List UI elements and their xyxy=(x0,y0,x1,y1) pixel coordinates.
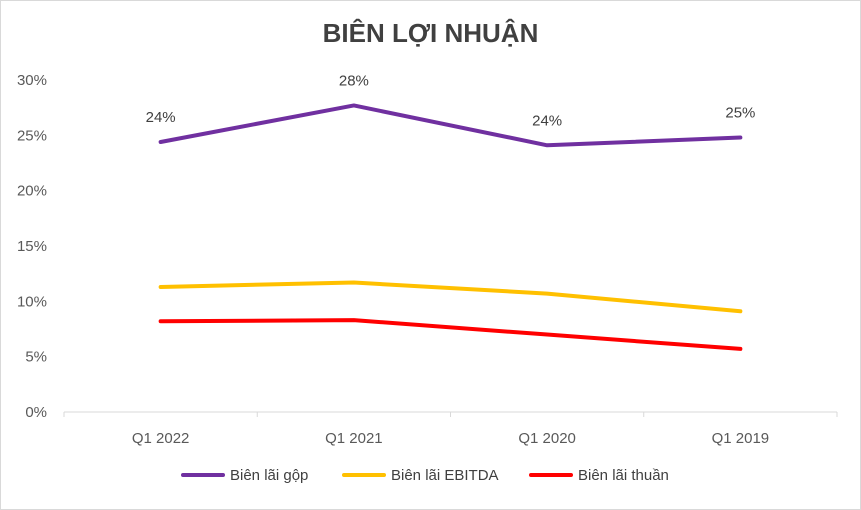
y-tick-label: 20% xyxy=(17,183,47,200)
x-tick-label: Q1 2021 xyxy=(325,430,383,447)
series-line-2 xyxy=(158,318,743,351)
y-tick-label: 25% xyxy=(17,127,47,144)
y-tick-label: 10% xyxy=(17,293,47,310)
y-tick-label: 30% xyxy=(17,72,47,89)
series-line-0 xyxy=(158,103,743,148)
legend-label: Biên lãi EBITDA xyxy=(391,467,499,484)
x-axis: Q1 2022 Q1 2021 Q1 2020 Q1 2019 xyxy=(63,411,838,447)
chart-title: BIÊN LỢI NHUẬN xyxy=(322,18,539,48)
data-label: 28% xyxy=(339,72,369,89)
series-lines xyxy=(158,103,743,351)
legend: Biên lãi gộp Biên lãi EBITDA Biên lãi thuầ… xyxy=(181,467,669,484)
y-axis: 0% 5% 10% 15% 20% 25% 30% xyxy=(17,72,47,421)
data-label: 24% xyxy=(532,112,562,129)
legend-label: Biên lãi gộp xyxy=(230,467,308,484)
legend-label: Biên lãi thuần xyxy=(578,467,669,484)
y-tick-label: 15% xyxy=(17,238,47,255)
x-tick-label: Q1 2020 xyxy=(518,430,576,447)
data-label: 24% xyxy=(146,109,176,126)
x-tick-label: Q1 2019 xyxy=(712,430,770,447)
x-tick-label: Q1 2022 xyxy=(132,430,190,447)
data-labels: 24% 28% 24% 25% xyxy=(146,72,756,129)
data-label: 25% xyxy=(725,105,755,122)
y-tick-label: 5% xyxy=(25,349,47,366)
series-line-1 xyxy=(158,280,743,314)
y-tick-label: 0% xyxy=(25,404,47,421)
